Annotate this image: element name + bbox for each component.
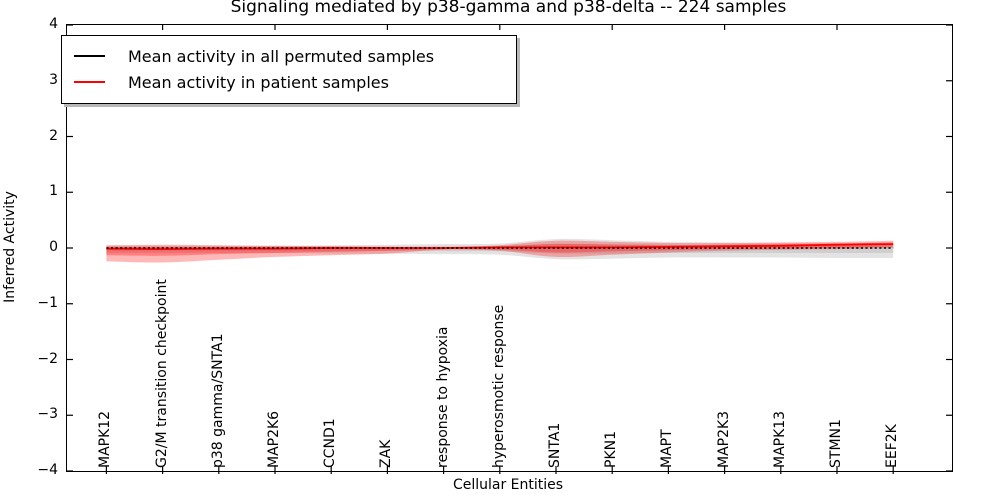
x-tick-label: ZAK [378, 439, 395, 468]
chart-title: Signaling mediated by p38-gamma and p38-… [230, 0, 787, 17]
x-tick-label: MAPK13 [771, 410, 788, 468]
x-tick-label: MAPK12 [97, 410, 114, 468]
y-tick-label: −2 [37, 350, 58, 367]
y-tick-label: −3 [37, 406, 58, 423]
permuted-outer-band [106, 238, 894, 260]
legend: Mean activity in all permuted samples Me… [61, 35, 517, 104]
y-tick-label: 0 [49, 239, 58, 255]
y-tick-label: 1 [49, 183, 58, 200]
x-tick-label: response to hypoxia [434, 326, 451, 468]
x-tick-label: MAP2K3 [715, 410, 732, 468]
permuted-line-sample-icon [74, 55, 105, 57]
patient-mean-line [106, 243, 894, 251]
patient-line-sample-icon [74, 81, 105, 83]
x-tick-label: G2/M transition checkpoint [153, 279, 170, 468]
x-tick-label: EEF2K [884, 424, 901, 468]
y-tick-label: −1 [37, 294, 58, 311]
x-tick-label: MAP2K6 [266, 410, 282, 468]
plot-area [66, 24, 953, 474]
legend-label: Mean activity in patient samples [128, 72, 389, 92]
y-tick-label: 4 [49, 16, 58, 32]
x-tick-label: MAPT [659, 429, 676, 468]
x-axis-label: Cellular Entities [452, 477, 564, 493]
legend-item-patient: Mean activity in patient samples [62, 69, 516, 95]
chart-svg [67, 24, 952, 474]
y-axis-label: Inferred Activity [2, 191, 18, 303]
y-tick-label: −4 [37, 462, 58, 478]
x-tick-label: PKN1 [603, 430, 620, 468]
legend-item-permuted: Mean activity in all permuted samples [62, 43, 516, 69]
x-tick-label: CCND1 [322, 418, 339, 468]
y-tick-label: 3 [49, 71, 58, 88]
x-tick-label: SNTA1 [547, 422, 563, 468]
y-tick-label: 2 [49, 127, 58, 144]
x-tick-label: STMN1 [828, 419, 844, 468]
legend-label: Mean activity in all permuted samples [128, 46, 435, 66]
x-tick-label: p38 gamma/SNTA1 [209, 333, 226, 469]
x-tick-label: hyperosmotic response [490, 304, 507, 468]
